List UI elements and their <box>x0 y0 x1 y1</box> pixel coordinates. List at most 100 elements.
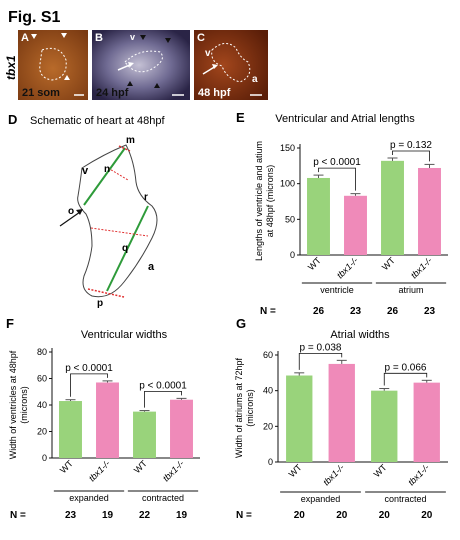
chart-title: Ventricular widths <box>81 329 168 341</box>
measure-line-rp <box>106 205 149 292</box>
panel-g-letter: G <box>236 316 246 331</box>
y-tick-label: 40 <box>37 400 47 410</box>
chart-e: Ventricular and Atrial lengths Lengths of… <box>254 113 448 317</box>
arrowhead-icon <box>76 209 83 215</box>
panel-c-label-a: a <box>252 74 258 85</box>
y-tick-label: 60 <box>263 350 273 360</box>
arrow-icon <box>59 211 81 227</box>
arrowhead-icon <box>64 75 70 80</box>
arrowhead-icon <box>31 34 37 39</box>
panel-a-stage: 21 som <box>22 87 60 99</box>
panel-e-letter: E <box>236 110 245 125</box>
label-q: q <box>122 243 128 254</box>
x-tick-label: WT <box>380 255 397 272</box>
y-axis-label: Lengths of ventricle and atiumat 48hpf (… <box>254 141 275 261</box>
n-value: 23 <box>424 306 436 317</box>
bar <box>344 195 367 255</box>
x-tick-label: WT <box>132 458 149 475</box>
n-value: 19 <box>102 510 114 521</box>
arrowhead-icon <box>140 35 146 40</box>
y-tick-label: 20 <box>37 427 47 437</box>
panel-a-micrograph: A 21 som <box>18 30 88 100</box>
n-value: 20 <box>379 510 391 521</box>
n-label: N = <box>236 510 252 521</box>
y-tick-label: 0 <box>268 457 273 467</box>
p-value: p = 0.038 <box>300 342 342 353</box>
n-value: 23 <box>350 306 362 317</box>
y-tick-label: 0 <box>290 250 295 260</box>
group-label: contracted <box>384 494 426 504</box>
p-value: p < 0.0001 <box>313 157 361 168</box>
p-value: p = 0.132 <box>390 140 432 151</box>
label-o: o <box>68 206 74 217</box>
bar <box>96 382 119 458</box>
panel-c-label-v: v <box>205 48 211 59</box>
significance-bracket <box>70 373 108 397</box>
n-value: 20 <box>336 510 348 521</box>
y-tick-label: 80 <box>37 347 47 357</box>
y-axis-label-line: Lengths of ventricle and atium <box>254 141 264 261</box>
n-label: N = <box>10 510 26 521</box>
panel-c-micrograph: C v a 48 hpf <box>194 30 268 100</box>
y-axis-label-line: (microns) <box>19 386 29 424</box>
significance-bracket <box>383 372 428 386</box>
y-tick-label: 60 <box>37 374 47 384</box>
x-tick-label: tbx1-/- <box>161 458 186 483</box>
chart-f: Ventricular widths Width of ventricles at… <box>8 329 200 521</box>
n-value: 26 <box>313 306 325 317</box>
panel-b-stage: 24 hpf <box>96 87 129 99</box>
measure-line-mo <box>83 147 126 206</box>
bar <box>307 177 330 255</box>
y-axis-label-line: at 48hpf (microns) <box>265 165 275 238</box>
panel-a-letter: A <box>21 32 29 44</box>
x-tick-label: WT <box>58 458 75 475</box>
y-axis-label-line: Width of atriums at 72hpf <box>234 357 244 458</box>
label-v: v <box>82 165 89 177</box>
n-value: 26 <box>387 306 399 317</box>
x-tick-label: WT <box>306 255 323 272</box>
significance-bracket <box>318 167 356 191</box>
n-value: 20 <box>421 510 433 521</box>
significance-bracket <box>144 390 182 408</box>
panel-c-stage: 48 hpf <box>198 87 231 99</box>
gene-label: tbx1 <box>4 55 18 80</box>
bar <box>286 375 313 462</box>
n-label: N = <box>260 306 276 317</box>
panel-c-letter: C <box>197 32 205 44</box>
heart-outline <box>77 144 158 298</box>
p-value: p < 0.0001 <box>139 380 187 391</box>
label-r: r <box>144 192 148 203</box>
panel-b-letter: B <box>95 32 103 44</box>
arrowhead-icon <box>212 64 218 69</box>
group-label: expanded <box>69 493 109 503</box>
n-value: 19 <box>176 510 188 521</box>
panel-b-marker: v <box>130 32 135 42</box>
label-n: n <box>104 164 110 175</box>
y-tick-label: 20 <box>263 421 273 431</box>
x-tick-label: tbx1-/- <box>406 462 431 487</box>
label-a: a <box>148 261 155 273</box>
panel-f-letter: F <box>6 316 14 331</box>
x-tick-label: WT <box>287 462 304 479</box>
p-value: p < 0.0001 <box>65 363 113 374</box>
arrowhead-icon <box>61 33 67 38</box>
y-axis-label-line: (microns) <box>245 389 255 427</box>
n-value: 20 <box>294 510 306 521</box>
y-axis-label: Width of atriums at 72hpf(microns) <box>234 357 255 458</box>
label-p: p <box>97 298 103 309</box>
bar <box>413 382 440 462</box>
x-tick-label: tbx1-/- <box>321 462 346 487</box>
panel-d-letter: D <box>8 112 17 127</box>
panel-d-schematic: D Schematic of heart at 48hpf m n o r q … <box>8 112 165 309</box>
y-axis-label: Width of ventricles at 48hpf(microns) <box>8 350 29 459</box>
n-value: 22 <box>139 510 151 521</box>
bar <box>133 411 156 458</box>
bar <box>170 399 193 458</box>
group-label: ventricle <box>320 285 354 295</box>
group-label: expanded <box>301 494 341 504</box>
y-tick-label: 150 <box>280 143 295 153</box>
x-tick-label: tbx1-/- <box>87 458 112 483</box>
bar <box>418 167 441 255</box>
arrowhead-icon <box>165 38 171 43</box>
